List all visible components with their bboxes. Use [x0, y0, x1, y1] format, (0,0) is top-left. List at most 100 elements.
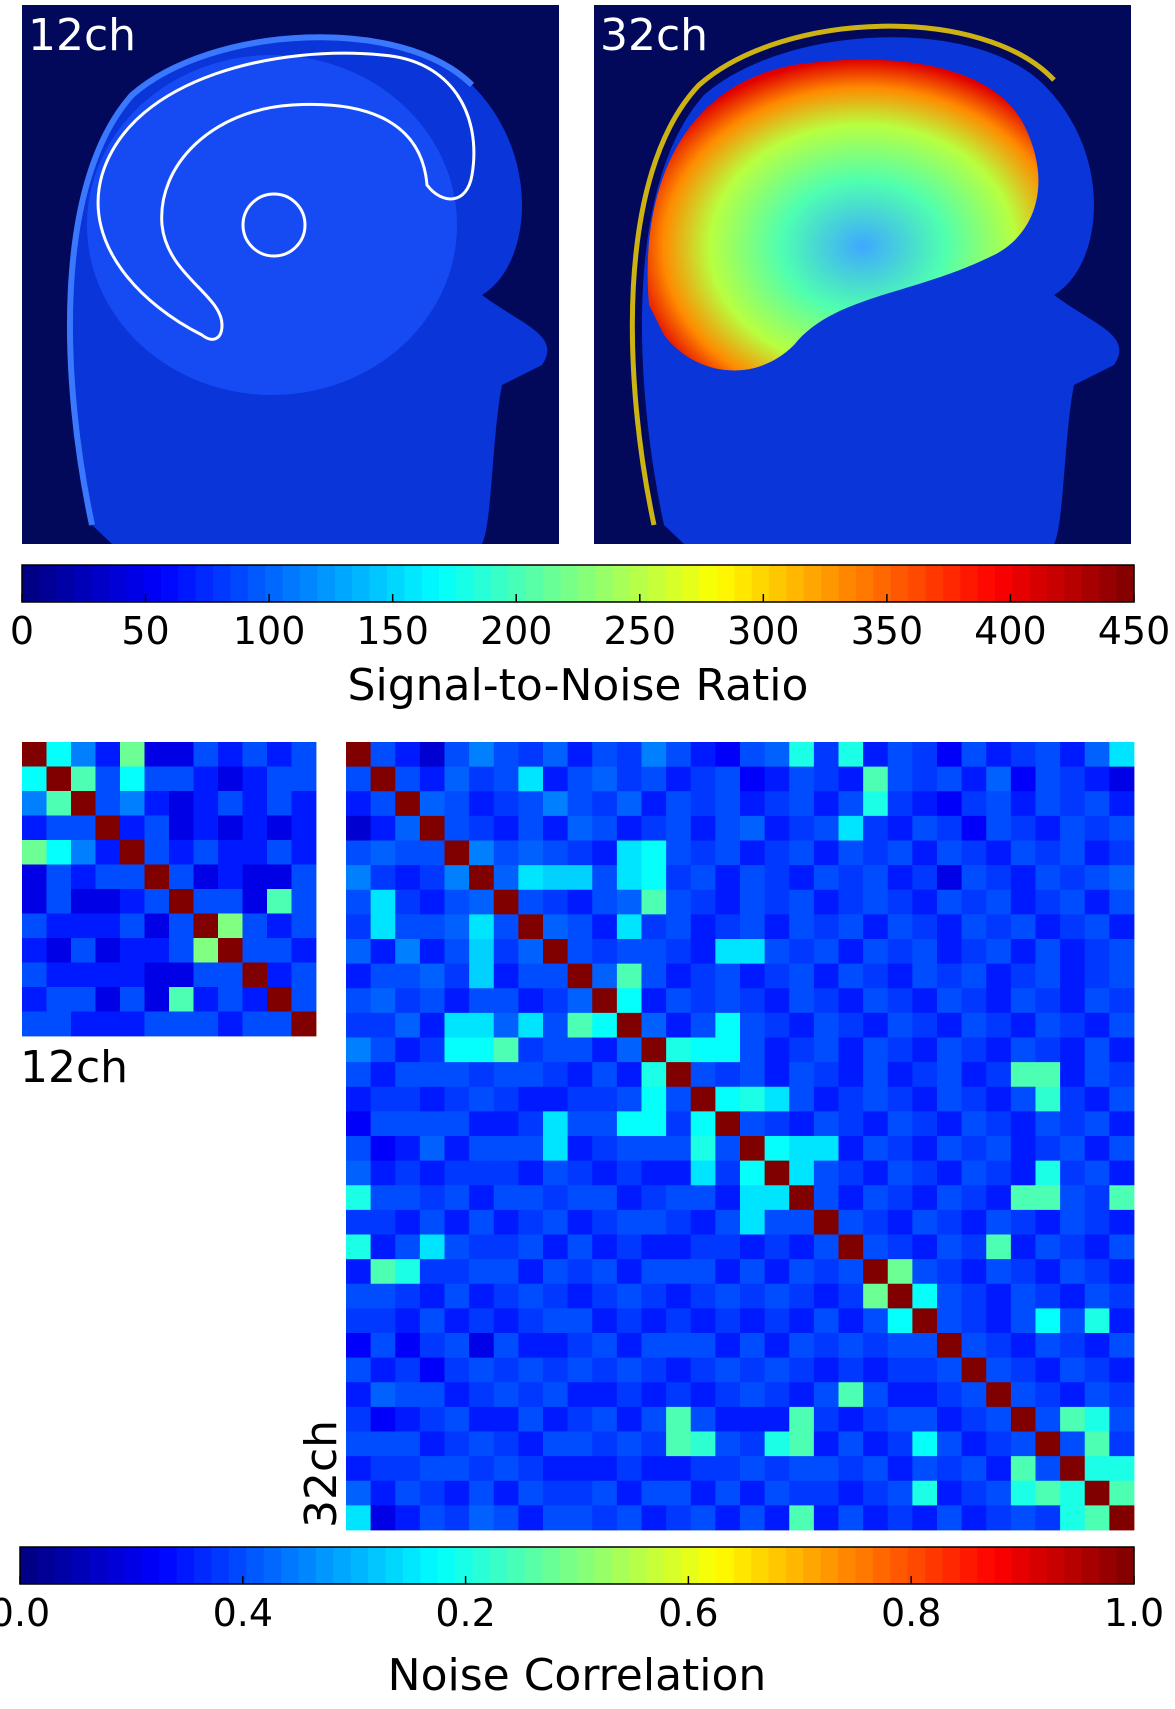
matrix-cell [346, 815, 372, 841]
matrix-cell [1060, 1037, 1086, 1063]
matrix-cell [193, 815, 219, 841]
matrix-cell [937, 1012, 963, 1038]
matrix-cell [961, 1406, 987, 1432]
matrix-cell [419, 865, 445, 891]
matrix-cell [887, 1234, 913, 1260]
matrix-cell [912, 1086, 938, 1112]
matrix-cell [986, 1234, 1012, 1260]
matrix-cell [887, 1086, 913, 1112]
matrix-cell [1010, 1209, 1036, 1235]
matrix-cell [690, 1431, 716, 1457]
matrix-cell [543, 865, 569, 891]
matrix-cell [961, 1086, 987, 1112]
colorbar-step [768, 1547, 787, 1584]
colorbar-frame [21, 564, 1135, 603]
matrix-cell [887, 865, 913, 891]
matrix-cell [764, 1037, 790, 1063]
matrix-cell [592, 1333, 618, 1359]
matrix-cell [863, 1111, 889, 1137]
matrix-cell [95, 864, 121, 890]
matrix-cell [144, 1011, 170, 1037]
matrix-cell [740, 1209, 766, 1235]
matrix-cell [690, 1333, 716, 1359]
matrix-cell [666, 1283, 692, 1309]
matrix-cell [1060, 742, 1086, 768]
matrix-cell [789, 1333, 815, 1359]
matrix-cell [169, 987, 194, 1012]
matrix-cell [370, 1308, 396, 1334]
matrix-label: 32ch [296, 1420, 347, 1528]
matrix-cell [986, 815, 1012, 841]
matrix-cell [616, 815, 642, 841]
matrix-cell [813, 742, 839, 768]
matrix-cell [838, 1136, 864, 1162]
matrix-cell [291, 889, 317, 914]
matrix-cell [493, 766, 519, 792]
matrix-cell [838, 1185, 864, 1211]
colorbar-step [717, 565, 735, 602]
matrix-cell [242, 962, 268, 988]
matrix-cell [690, 1037, 716, 1063]
colorbar-step [56, 565, 75, 602]
matrix-cell [395, 1357, 421, 1383]
matrix-cell [592, 1283, 618, 1309]
colorbar-step [508, 565, 527, 602]
matrix-cell [1084, 742, 1110, 768]
matrix-cell [863, 939, 889, 965]
matrix-cell [22, 987, 47, 1012]
matrix-cell [144, 938, 170, 963]
matrix-cell [1035, 1456, 1061, 1482]
matrix-cell [616, 1062, 642, 1088]
colorbar-step [629, 1547, 648, 1584]
matrix-cell [616, 1185, 642, 1211]
matrix-cell [469, 1111, 495, 1137]
matrix-cell [641, 1234, 667, 1260]
matrix-cell [1109, 1086, 1135, 1112]
matrix-cell [740, 988, 766, 1014]
matrix-cell [346, 914, 372, 940]
matrix-cell [715, 1160, 741, 1186]
matrix-cell [715, 1456, 741, 1482]
matrix-cell [715, 1037, 741, 1063]
matrix-cell [715, 988, 741, 1014]
matrix-cell [193, 766, 219, 792]
matrix-cell [961, 1160, 987, 1186]
matrix-cell [986, 766, 1012, 792]
matrix-cell [937, 889, 963, 915]
matrix-cell [764, 1382, 790, 1408]
matrix-cell [690, 1406, 716, 1432]
matrix-cell [518, 1012, 544, 1038]
matrix-cell [169, 742, 194, 767]
matrix-cell [764, 742, 790, 768]
matrix-cell [887, 1382, 913, 1408]
matrix-cell [641, 1283, 667, 1309]
matrix-cell [740, 840, 766, 866]
matrix-cell [1109, 1456, 1135, 1482]
matrix-cell [193, 938, 219, 963]
matrix-cell [912, 988, 938, 1014]
matrix-cell [567, 1209, 593, 1235]
matrix-cell [986, 1037, 1012, 1063]
matrix-cell [71, 938, 96, 963]
matrix-cell [740, 1111, 766, 1137]
matrix-cell [144, 742, 170, 767]
matrix-cell [961, 1136, 987, 1162]
matrix-cell [764, 791, 790, 817]
matrix-cell [937, 1505, 963, 1531]
matrix-cell [1060, 865, 1086, 891]
matrix-cell [46, 840, 72, 865]
matrix-cell [346, 1136, 372, 1162]
matrix-cell [912, 1012, 938, 1038]
matrix-cell [863, 1234, 889, 1260]
matrix-cell [838, 791, 864, 817]
matrix-cell [813, 1283, 839, 1309]
matrix-cell [1060, 791, 1086, 817]
matrix-cell [1060, 889, 1086, 915]
matrix-cell [641, 1456, 667, 1482]
matrix-cell [937, 1456, 963, 1482]
matrix-cell [1010, 1456, 1036, 1482]
matrix-cell [641, 1480, 667, 1506]
matrix-cell [1109, 1136, 1135, 1162]
matrix-cell [120, 815, 145, 841]
matrix-cell [666, 1357, 692, 1383]
